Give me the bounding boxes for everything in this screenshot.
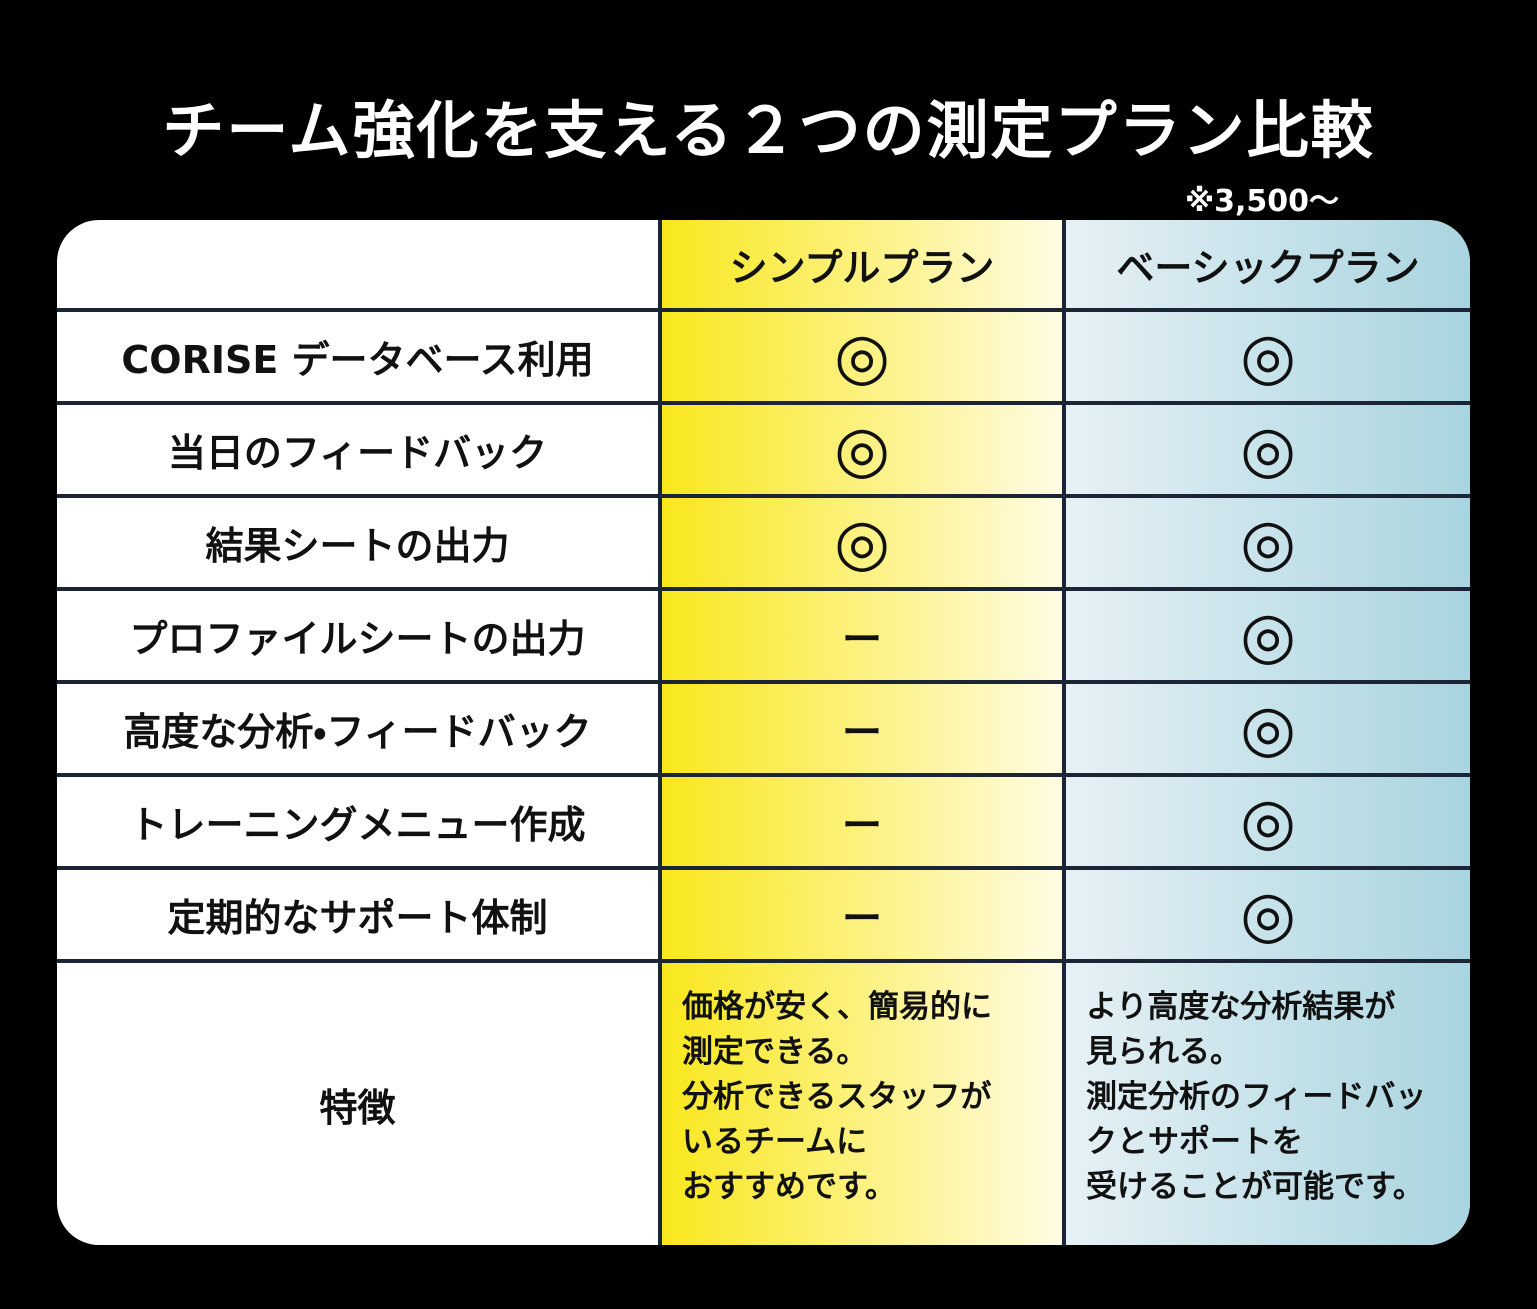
feature-line: おすすめです。 bbox=[682, 1169, 896, 1205]
column-header: シンプルプラン bbox=[662, 220, 1066, 312]
basic-column-bg bbox=[1066, 220, 1470, 1245]
feature-line: より高度な分析結果が bbox=[1086, 989, 1396, 1025]
plan-mark: ー bbox=[662, 777, 1066, 870]
plan-mark: ◎ bbox=[1066, 870, 1470, 963]
row-label: プロファイルシートの出力 bbox=[57, 591, 662, 684]
plan-mark: ー bbox=[662, 591, 1066, 684]
plan-mark: ◎ bbox=[1066, 498, 1470, 591]
feature-line: 測定分析のフィードバックとサポートを bbox=[1086, 1079, 1427, 1160]
feature-lines: 価格が安く、簡易的に 測定できる。分析できるスタッフが いるチームに おすすめです。 bbox=[682, 985, 992, 1210]
row-label: 当日のフィードバック bbox=[57, 405, 662, 498]
feature-lines: より高度な分析結果が 見られる。測定分析のフィードバックとサポートを受けることが可… bbox=[1086, 985, 1450, 1210]
title: チーム強化を支える２つの測定プラン比較 bbox=[162, 94, 1375, 167]
plan-mark: ◎ bbox=[662, 405, 1066, 498]
feature-line: 価格が安く、簡易的に bbox=[682, 989, 992, 1025]
row-label: 結果シートの出力 bbox=[57, 498, 662, 591]
header-blank bbox=[57, 220, 662, 312]
plan-mark: ◎ bbox=[1066, 312, 1470, 405]
plan-mark: ◎ bbox=[662, 498, 1066, 591]
plan-mark: ー bbox=[662, 870, 1066, 963]
feature-line: いるチームに bbox=[682, 1124, 868, 1160]
row-label: CORISE データベース利用 bbox=[57, 312, 662, 405]
feature-line: 見られる。 bbox=[1086, 1034, 1241, 1070]
row-label: 定期的なサポート体制 bbox=[57, 870, 662, 963]
plan-mark: ◎ bbox=[1066, 777, 1470, 870]
row-label: 特徴 bbox=[57, 963, 662, 1245]
feature-text: より高度な分析結果が 見られる。測定分析のフィードバックとサポートを受けることが可… bbox=[1066, 963, 1470, 1245]
price-note: ※3,500～ bbox=[1185, 184, 1340, 219]
row-label: 高度な分析・フィードバック bbox=[57, 684, 662, 777]
row-label: トレーニングメニュー作成 bbox=[57, 777, 662, 870]
plan-mark: ◎ bbox=[1066, 684, 1470, 777]
plan-mark: ◎ bbox=[1066, 591, 1470, 684]
plan-mark: ◎ bbox=[1066, 405, 1470, 498]
feature-line: 分析できるスタッフが bbox=[682, 1079, 992, 1115]
feature-text: 価格が安く、簡易的に 測定できる。分析できるスタッフが いるチームに おすすめです。 bbox=[662, 963, 1066, 1245]
simple-column-bg bbox=[662, 220, 1066, 1245]
feature-line: 測定できる。 bbox=[682, 1034, 868, 1070]
plan-mark: ◎ bbox=[662, 312, 1066, 405]
feature-line: 受けることが可能です。 bbox=[1086, 1169, 1424, 1205]
comparison-table: シンプルプラン ベーシックプラン CORISE データベース利用 ◎ ◎ 当日のフィードバ… bbox=[57, 220, 1470, 1245]
plan-mark: ー bbox=[662, 684, 1066, 777]
column-header: ベーシックプラン bbox=[1066, 220, 1470, 312]
